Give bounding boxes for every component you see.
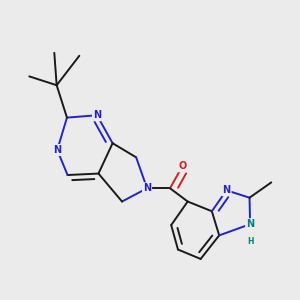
Text: N: N [246,219,254,229]
Text: N: N [143,183,151,193]
Text: O: O [178,161,187,171]
Text: N: N [93,110,101,120]
Text: H: H [247,237,253,246]
Text: N: N [53,145,61,155]
Text: N: N [223,185,231,195]
